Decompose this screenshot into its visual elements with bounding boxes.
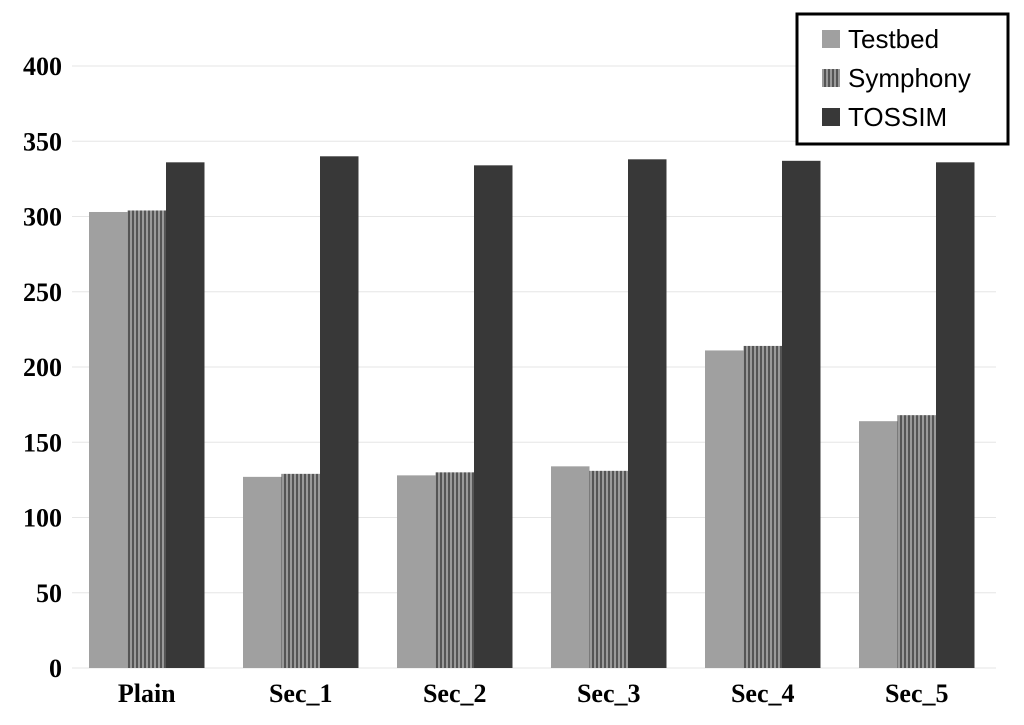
y-tick-label: 50 (36, 579, 62, 608)
y-tick-label: 150 (23, 428, 62, 457)
y-axis: 0 50 100 150 200 250 300 350 400 (23, 52, 62, 683)
x-tick-label: Sec_1 (269, 679, 333, 708)
y-tick-label: 400 (23, 52, 62, 81)
bar-testbed-sec_5 (859, 421, 898, 668)
bar-symphony-sec_2 (435, 472, 474, 668)
bar-symphony-sec_1 (281, 473, 320, 668)
bar-tossim-plain (166, 162, 205, 668)
x-tick-label: Sec_5 (885, 679, 949, 708)
x-tick-label: Sec_3 (577, 679, 641, 708)
bar-tossim-sec_4 (782, 160, 821, 668)
legend-label-testbed: Testbed (848, 24, 939, 54)
bar-symphony-plain (127, 210, 166, 669)
bar-tossim-sec_3 (628, 159, 667, 668)
bar-testbed-sec_4 (705, 350, 744, 668)
bars (89, 156, 975, 669)
legend-swatch-symphony (822, 69, 840, 87)
bar-testbed-plain (89, 211, 128, 669)
y-tick-label: 200 (23, 353, 62, 382)
x-tick-label: Sec_4 (731, 679, 795, 708)
gridlines (72, 65, 996, 669)
bar-symphony-sec_3 (589, 470, 628, 668)
bar-testbed-sec_1 (243, 476, 282, 668)
bar-tossim-sec_1 (320, 156, 359, 669)
y-tick-label: 350 (23, 127, 62, 156)
x-axis: Plain Sec_1 Sec_2 Sec_3 Sec_4 Sec_5 (118, 679, 949, 708)
x-tick-label: Sec_2 (423, 679, 487, 708)
legend-label-symphony: Symphony (848, 63, 971, 93)
legend-label-tossim: TOSSIM (848, 102, 947, 132)
bar-symphony-sec_5 (897, 415, 936, 668)
legend-swatch-testbed (822, 30, 840, 48)
bar-tossim-sec_5 (936, 162, 975, 668)
y-tick-label: 300 (23, 203, 62, 232)
x-tick-label: Plain (118, 679, 176, 708)
bar-testbed-sec_2 (397, 475, 436, 668)
y-tick-label: 250 (23, 278, 62, 307)
legend-swatch-tossim (822, 108, 840, 126)
y-tick-label: 0 (49, 654, 62, 683)
bar-symphony-sec_4 (743, 345, 782, 668)
bar-tossim-sec_2 (474, 165, 513, 668)
y-tick-label: 100 (23, 504, 62, 533)
legend: Testbed Symphony TOSSIM (795, 12, 1010, 146)
bar-testbed-sec_3 (551, 466, 590, 668)
